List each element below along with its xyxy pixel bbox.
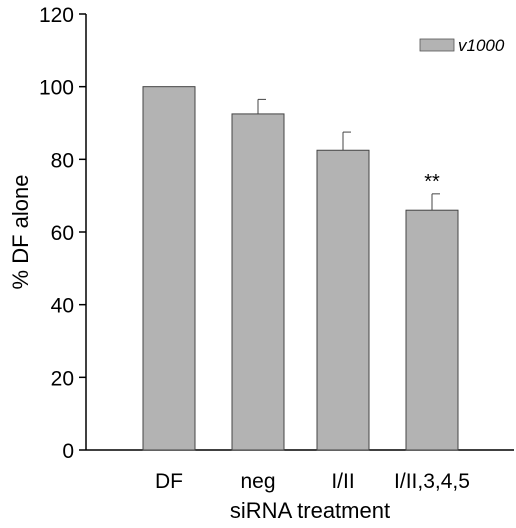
x-tick-label: I/II,3,4,5 — [394, 470, 470, 493]
legend-swatch — [419, 38, 455, 52]
bars — [142, 86, 459, 451]
y-tick-label: 100 — [39, 77, 74, 100]
bar — [405, 209, 459, 451]
y-tick-label: 60 — [51, 222, 74, 245]
legend-label: v1000 — [458, 36, 505, 55]
y-tick-label: 80 — [51, 149, 74, 172]
x-tick-label: neg — [240, 470, 275, 493]
y-tick-label: 120 — [39, 4, 74, 27]
y-tick-label: 20 — [51, 367, 74, 390]
bar — [231, 113, 285, 451]
x-axis-tick-labels: DF neg I/II I/II,3,4,5 — [155, 470, 470, 493]
x-tick-label: DF — [155, 470, 183, 493]
legend: v1000 — [419, 36, 505, 55]
y-tick-label: 0 — [62, 440, 74, 463]
y-tick-label: 40 — [51, 295, 74, 318]
x-axis-title: siRNA treatment — [230, 498, 390, 523]
bar — [316, 149, 370, 451]
bar — [142, 86, 196, 451]
y-axis-title: % DF alone — [8, 175, 33, 290]
annotations: ** — [424, 171, 440, 193]
x-tick-label: I/II — [331, 470, 354, 493]
significance-annotation: ** — [424, 171, 440, 193]
y-axis-ticks: 0 20 40 60 80 100 120 — [39, 4, 86, 463]
